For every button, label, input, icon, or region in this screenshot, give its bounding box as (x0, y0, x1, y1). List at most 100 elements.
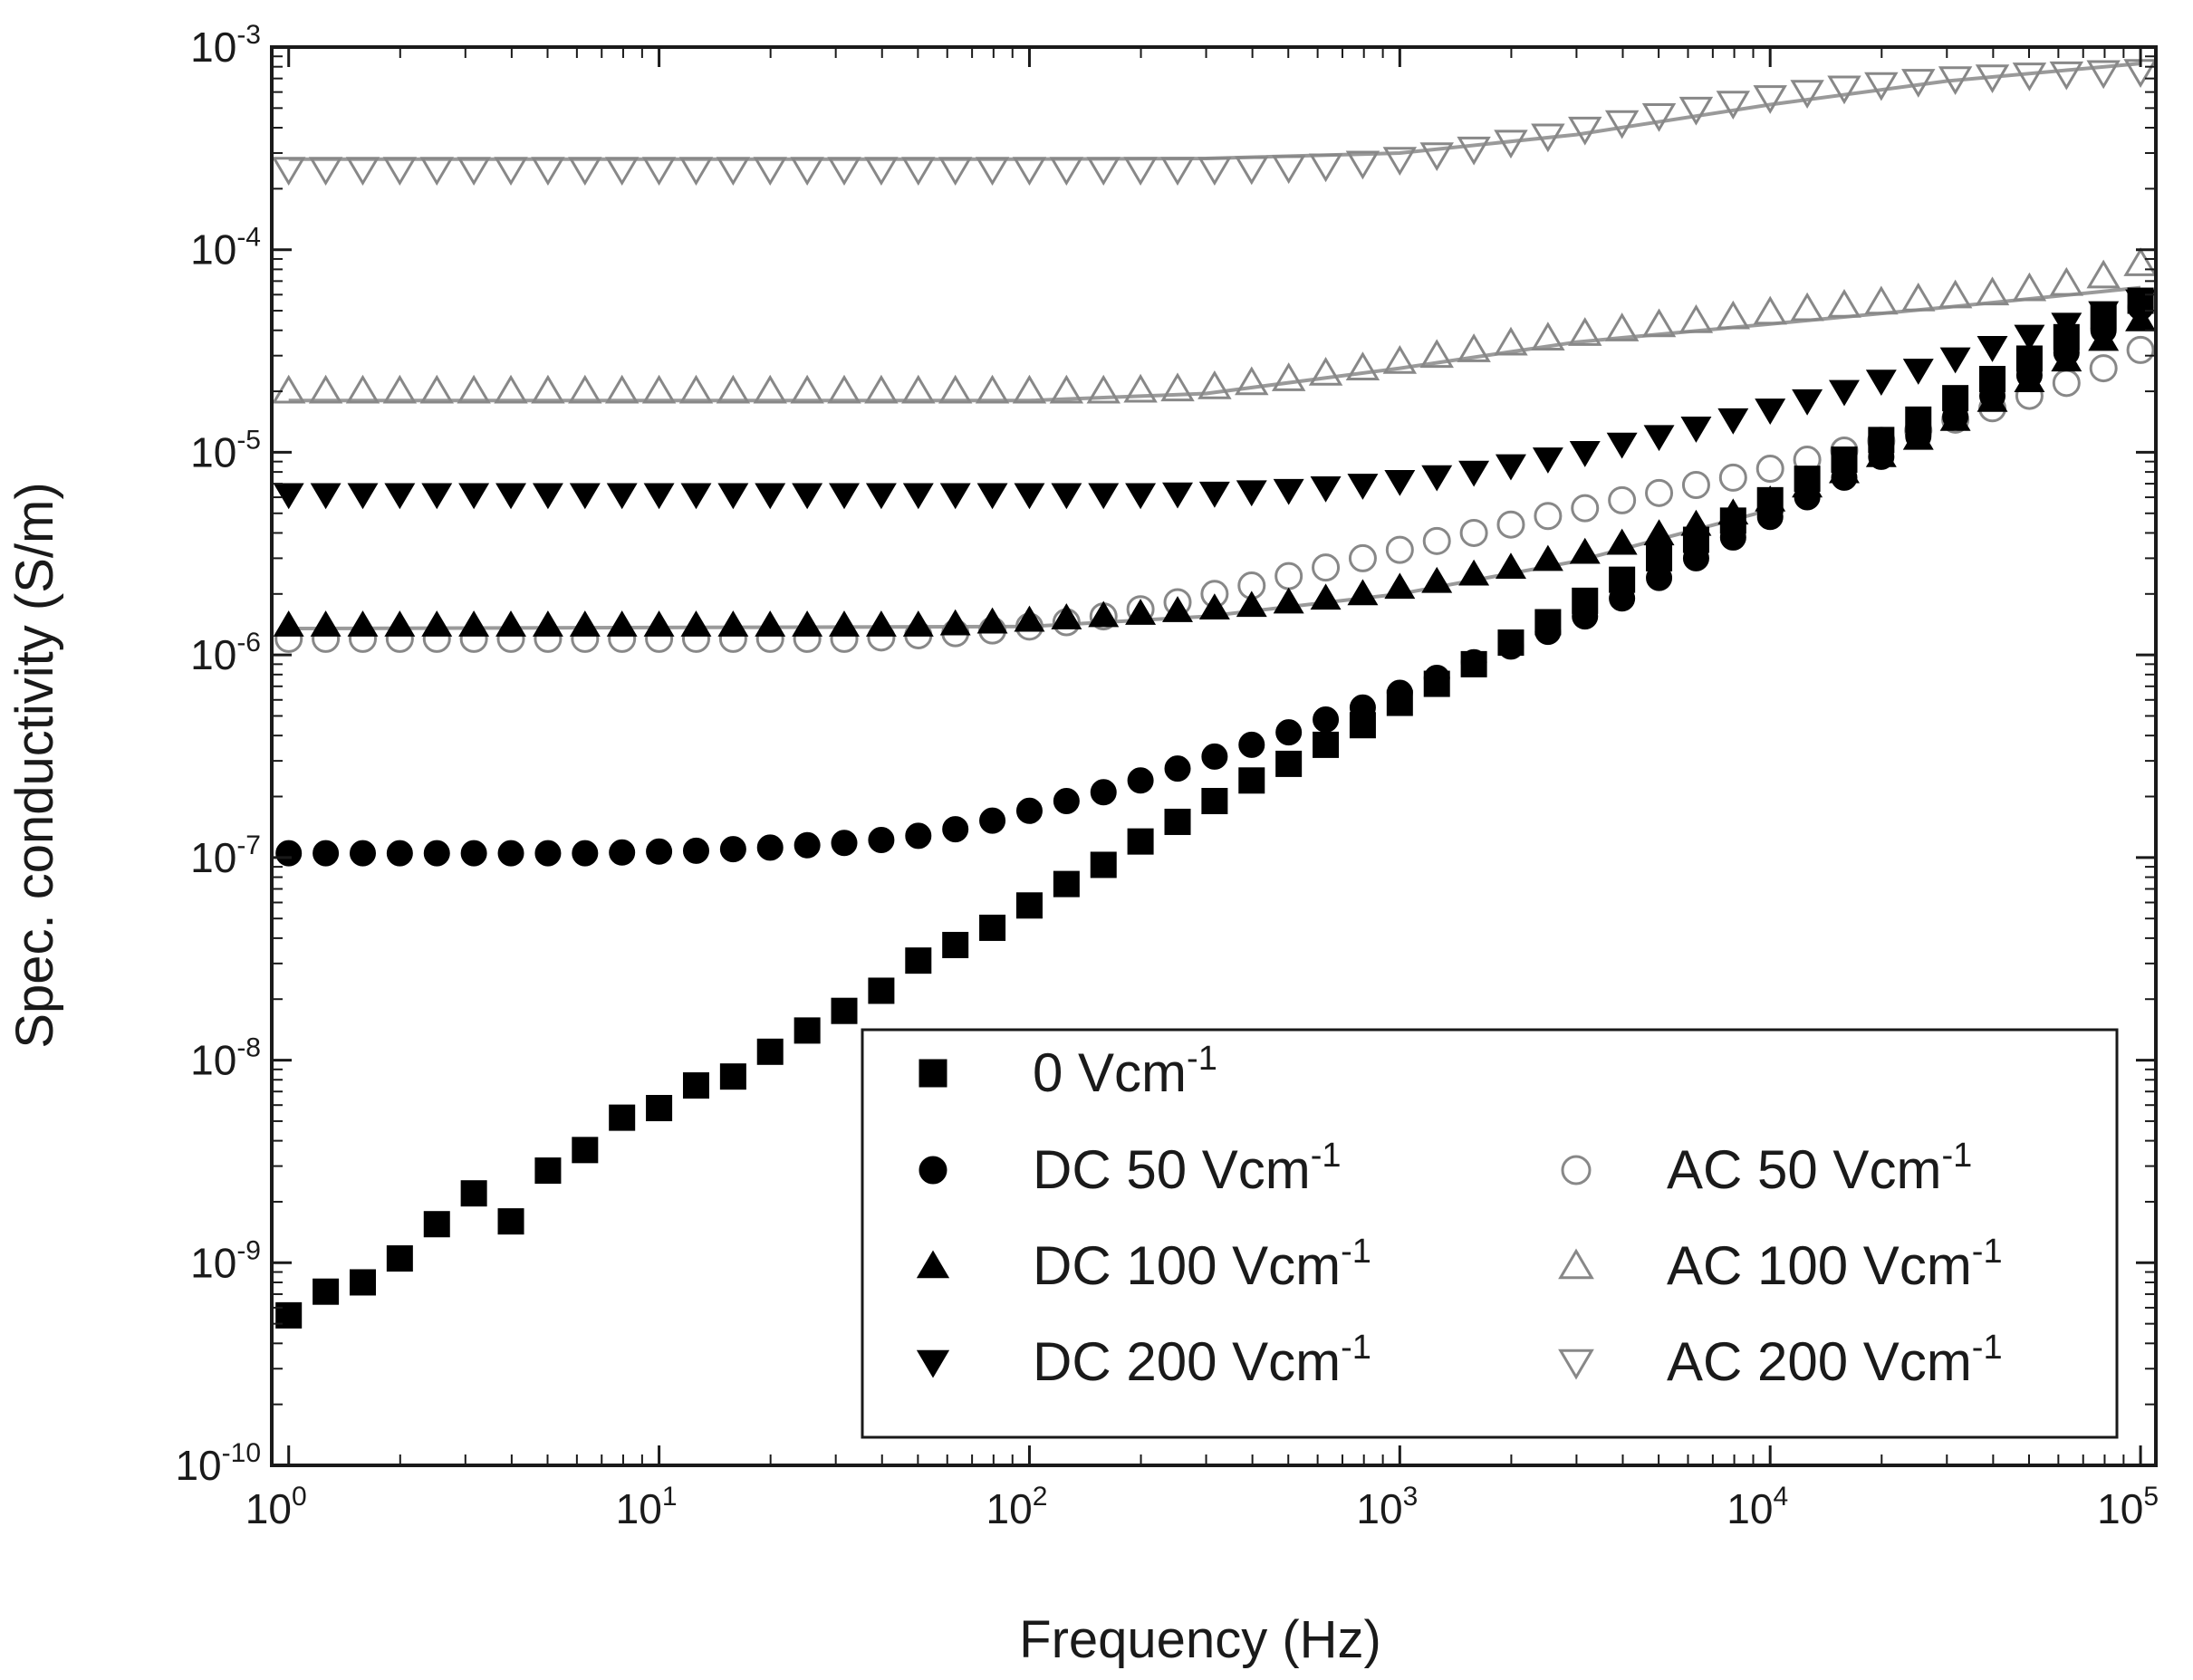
data-point-ac-200-vcm (2049, 61, 2084, 91)
data-point-dc-200-vcm (1495, 454, 1526, 481)
data-point-dc-200-vcm (1532, 447, 1563, 474)
data-point-ac-200-vcm (790, 157, 824, 187)
data-point-dc-100-vcm (495, 610, 527, 637)
data-point-dc-200-vcm (1088, 483, 1120, 510)
data-point-ac-100-vcm (419, 374, 454, 404)
data-point-ac-100-vcm (1494, 326, 1528, 356)
data-point-dc-50-vcm (1090, 779, 1117, 806)
y-tick-label: 10-7 (190, 830, 261, 881)
legend-entry-ac-50-vcm: AC 50 Vcm-1 (1561, 1137, 1972, 1200)
data-point-dc-200-vcm (1606, 432, 1638, 459)
data-point-dc-100-vcm (1829, 456, 1860, 484)
y-axis: 10-10 10-9 10-8 10-7 10-6 10-5 10-4 10-3 (175, 20, 2156, 1489)
legend-entry-dc-100-vcm: DC 100 Vcm-1 (916, 1233, 1371, 1296)
data-point-ac-50-vcm (2052, 369, 2081, 398)
data-point-dc-100-vcm (1939, 404, 1971, 431)
data-point-ac-50-vcm (1459, 518, 1488, 547)
data-point-dc-50-vcm (1423, 665, 1450, 692)
data-point-ac-100-vcm (1790, 292, 1824, 322)
data-point-ac-200-vcm (1012, 157, 1047, 187)
data-point-dc-100-vcm (1755, 485, 1786, 512)
data-point-ac-200-vcm (1160, 157, 1195, 187)
data-point-dc-100-vcm (1236, 590, 1267, 618)
data-point-ac-100-vcm (1457, 333, 1491, 362)
data-point-ac-100-vcm (1197, 370, 1232, 399)
data-point-0-vcm (497, 1208, 524, 1235)
data-point-dc-50-vcm (682, 837, 709, 864)
data-point-dc-100-vcm (1088, 600, 1120, 628)
data-point-0-vcm (794, 1017, 821, 1044)
legend-box (861, 1028, 2119, 1439)
data-point-ac-200-vcm (1419, 142, 1454, 171)
data-point-ac-200-vcm (345, 157, 380, 187)
data-point-dc-200-vcm (1939, 347, 1971, 374)
data-point-ac-50-vcm (1571, 494, 1600, 523)
data-point-ac-200-vcm (641, 157, 677, 187)
data-point-ac-100-vcm (864, 374, 899, 404)
data-point-dc-100-vcm (569, 610, 601, 637)
data-point-ac-100-vcm (1827, 289, 1861, 318)
data-point-dc-100-vcm (458, 610, 490, 637)
data-point-0-vcm (979, 914, 1006, 941)
data-point-0-vcm (609, 1104, 636, 1131)
data-point-dc-50-vcm (1275, 719, 1303, 746)
data-point-dc-100-vcm (1977, 385, 2008, 412)
data-point-ac-200-vcm (1271, 155, 1306, 185)
data-point-0-vcm (868, 977, 895, 1004)
x-axis: 100 101 102 103 104 105 (245, 47, 2159, 1532)
legend-label-dc-200-vcm: DC 200 Vcm-1 (1033, 1329, 1371, 1392)
data-point-ac-100-vcm (1753, 295, 1787, 325)
y-tick-label: 10-6 (190, 628, 261, 678)
data-point-ac-100-vcm (678, 374, 714, 404)
data-point-dc-200-vcm (532, 483, 563, 510)
data-point-dc-50-vcm (1460, 648, 1487, 676)
data-markers-layer (271, 59, 2158, 1329)
data-point-dc-50-vcm (1238, 731, 1265, 758)
data-point-ac-200-vcm (1049, 157, 1084, 187)
legend-entry-ac-100-vcm: AC 100 Vcm-1 (1558, 1233, 2003, 1296)
data-point-dc-100-vcm (643, 610, 675, 637)
data-point-0-vcm (905, 947, 932, 974)
data-point-ac-200-vcm (827, 157, 861, 187)
data-point-dc-50-vcm (572, 840, 599, 867)
series-ac-200-vcm (271, 59, 2158, 187)
x-tick-label: 102 (986, 1482, 1048, 1532)
data-point-ac-100-vcm (1271, 362, 1306, 391)
legend-entry-dc-50-vcm: DC 50 Vcm-1 (919, 1137, 1342, 1200)
data-point-dc-100-vcm (1532, 544, 1563, 571)
data-point-dc-200-vcm (976, 483, 1008, 510)
data-point-ac-100-vcm (1901, 282, 1936, 312)
data-point-ac-200-vcm (457, 157, 491, 187)
data-point-ac-50-vcm (1645, 478, 1674, 507)
data-point-dc-100-vcm (1680, 509, 1712, 536)
data-point-dc-100-vcm (829, 610, 860, 637)
data-point-ac-100-vcm (345, 374, 380, 404)
data-point-dc-100-vcm (1273, 587, 1304, 614)
data-point-ac-100-vcm (308, 374, 343, 404)
data-point-ac-50-vcm (1681, 470, 1710, 499)
data-point-dc-50-vcm (534, 840, 562, 867)
data-point-dc-100-vcm (1310, 583, 1342, 610)
data-point-ac-100-vcm (1382, 345, 1418, 374)
data-point-ac-100-vcm (1975, 276, 2010, 306)
legend-label-0-vcm: 0 Vcm-1 (1033, 1040, 1217, 1103)
data-point-ac-100-vcm (1235, 366, 1269, 396)
data-point-ac-100-vcm (790, 374, 824, 404)
data-point-dc-50-vcm (1386, 679, 1413, 706)
data-point-dc-200-vcm (1347, 474, 1379, 500)
data-point-0-vcm (313, 1278, 340, 1305)
legend-label-ac-100-vcm: AC 100 Vcm-1 (1667, 1233, 2003, 1296)
series-ac-100-vcm (271, 247, 2158, 404)
data-point-dc-100-vcm (680, 610, 712, 637)
data-point-dc-50-vcm (719, 836, 746, 863)
data-point-dc-50-vcm (1646, 564, 1673, 591)
data-point-ac-100-vcm (938, 374, 973, 404)
y-tick-label: 10-4 (190, 223, 261, 274)
data-point-dc-100-vcm (2088, 324, 2120, 351)
data-point-ac-100-vcm (2086, 259, 2121, 289)
data-point-dc-100-vcm (1569, 537, 1601, 564)
data-point-dc-200-vcm (1643, 425, 1675, 452)
data-point-dc-100-vcm (1865, 441, 1897, 467)
data-point-ac-200-vcm (1235, 156, 1269, 186)
